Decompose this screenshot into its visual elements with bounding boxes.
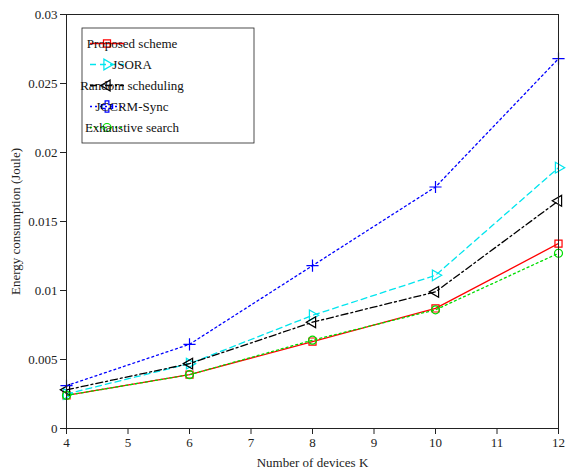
svg-text:0.03: 0.03 (35, 7, 58, 22)
svg-text:0.01: 0.01 (35, 283, 58, 298)
svg-text:10: 10 (429, 435, 442, 450)
svg-text:7: 7 (248, 435, 255, 450)
svg-text:5: 5 (125, 435, 132, 450)
svg-text:Random scheduling: Random scheduling (80, 78, 184, 93)
svg-text:Energy consumption (Joule): Energy consumption (Joule) (8, 148, 23, 295)
svg-text:Number of devices K: Number of devices K (257, 455, 369, 470)
svg-text:JCCRM-Sync: JCCRM-Sync (96, 99, 169, 114)
svg-text:6: 6 (186, 435, 193, 450)
svg-text:Exhaustive search: Exhaustive search (85, 120, 180, 135)
svg-text:0: 0 (51, 421, 58, 436)
svg-text:9: 9 (371, 435, 378, 450)
svg-text:JSORA: JSORA (112, 57, 152, 72)
svg-text:0.02: 0.02 (35, 145, 58, 160)
svg-text:4: 4 (63, 435, 70, 450)
svg-text:0.005: 0.005 (28, 352, 57, 367)
svg-text:12: 12 (552, 435, 565, 450)
svg-text:11: 11 (491, 435, 504, 450)
svg-text:8: 8 (309, 435, 316, 450)
svg-text:0.025: 0.025 (28, 76, 57, 91)
svg-text:Proposed scheme: Proposed scheme (87, 36, 178, 51)
svg-text:0.015: 0.015 (28, 214, 57, 229)
